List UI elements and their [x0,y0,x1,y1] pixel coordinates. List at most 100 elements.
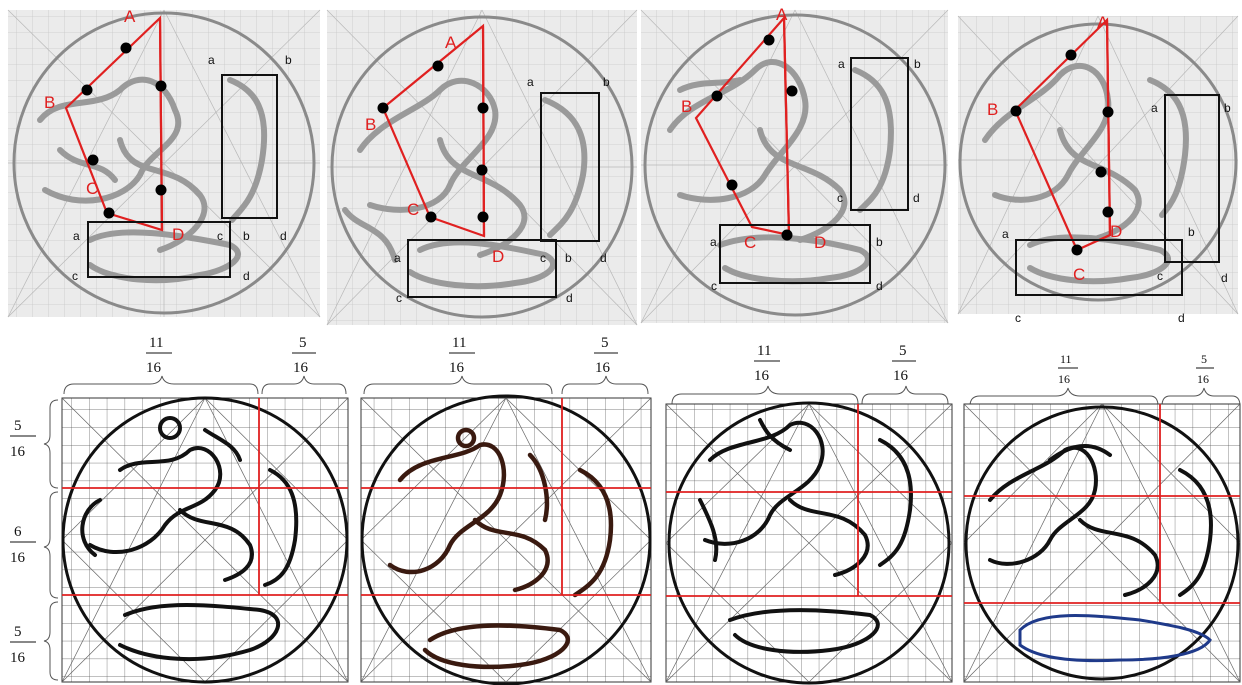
construction-points [1010,49,1114,256]
box-corner-d: d [600,251,607,265]
brace-top [43,399,59,489]
vertex-label-a: A [445,33,457,52]
construction-axis [1105,19,1112,236]
figure-outline [698,418,913,654]
box2-corner-b: b [565,251,572,265]
medallion-circle [958,22,1238,302]
construction-axis [782,17,791,236]
medallion-circle [643,13,947,317]
vertex-label-a: A [124,7,136,26]
top-panel-3: A B C D a b c d a b c d [640,5,949,324]
construction-points [711,34,798,241]
box-corner-c: c [217,229,223,243]
brace-middle [43,491,59,599]
bottom-panel-4: 11 16 5 16 [963,352,1241,683]
box-corner-b: b [914,57,921,71]
box-corner-a: a [208,53,215,67]
vertex-label-b: B [681,97,692,116]
top-panel-4: A B C D a b c d a b c d [957,13,1239,325]
h1-denominator: 16 [754,368,770,384]
box-corner-b: b [1224,101,1231,115]
brace-11-16 [63,375,259,395]
vertex-label-b: B [987,100,998,119]
h2-denominator: 16 [293,360,309,376]
box-corner-b: b [285,53,292,67]
top-panel-1: A B C D a b c d a b c d [7,7,321,318]
h1-denominator: 16 [449,360,465,376]
box2-corner-c: c [1015,311,1021,325]
vertex-label-c: C [744,233,756,252]
vertex-label-a: A [776,5,788,24]
box-corner-c: c [837,191,843,205]
construction-points [377,60,489,223]
h1-numerator: 11 [149,335,163,351]
figure-outline [988,443,1213,597]
h1-numerator: 11 [452,335,466,351]
figure-outline [80,416,299,662]
h2-numerator: 5 [1201,352,1207,366]
vertex-label-c: C [407,200,419,219]
h1-numerator: 11 [1060,352,1072,366]
brace-5-16 [1161,387,1241,407]
box-corner-d: d [1221,271,1228,285]
region-box-side [850,57,909,211]
box-corner-a: a [527,75,534,89]
vertex-label-d: D [1110,222,1122,241]
figure-outline [342,77,588,290]
vertical-proportion-braces: 5 16 6 16 5 16 [10,399,59,681]
radial-lines [963,403,1241,683]
box-corner-c: c [540,251,546,265]
box-corner-a: a [838,57,845,71]
region-box-bottom [719,224,871,284]
box2-corner-d: d [1178,311,1185,325]
vertex-label-b: B [44,93,55,112]
vertex-label-d: D [172,225,184,244]
brace-bottom [43,601,59,681]
v3-numerator: 5 [14,624,22,640]
h2-numerator: 5 [601,335,609,351]
box-corner-b: b [603,75,610,89]
box2-corner-a: a [1002,227,1009,241]
h2-numerator: 5 [299,335,307,351]
vertex-label-a: A [1097,13,1109,32]
medallion-circle [667,401,951,685]
medallion-circle [330,15,634,319]
region-box-side [1164,94,1220,263]
bottom-panel-1: 11 16 5 16 [61,335,349,684]
top-panel-2: A B C D a b c d a b c d [326,9,638,326]
figure-outline [387,427,614,670]
figure-outline [667,59,894,285]
h2-denominator: 16 [1197,372,1209,386]
h1-numerator: 11 [757,343,771,359]
box-corner-a: a [1151,101,1158,115]
region-box-side [221,74,278,219]
medallion-circle [964,405,1240,681]
medallion-circle [61,396,349,684]
v2-denominator: 16 [10,550,26,566]
brace-5-16 [861,385,949,405]
box2-corner-d: d [876,279,883,293]
medallion-circle [360,394,652,685]
brace-5-16 [561,375,649,395]
box-corner-d: d [913,191,920,205]
h2-denominator: 16 [595,360,611,376]
box2-corner-b: b [243,229,250,243]
bottom-panel-3: 11 16 5 16 [665,343,953,685]
v2-numerator: 6 [14,524,22,540]
box2-corner-d: d [243,269,250,283]
construction-points [81,42,167,219]
box2-corner-a: a [710,235,717,249]
region-box-bottom [407,239,557,298]
vertex-label-b: B [365,115,376,134]
h1-denominator: 16 [1058,372,1070,386]
vertex-label-c: C [86,179,98,198]
box2-corner-a: a [394,251,401,265]
brace-11-16 [671,385,859,405]
box2-corner-c: c [396,291,402,305]
box2-corner-d: d [566,291,573,305]
box2-corner-a: a [73,229,80,243]
box-corner-d: d [280,229,287,243]
vertex-label-c: C [1073,265,1085,284]
region-box-side [540,92,600,242]
